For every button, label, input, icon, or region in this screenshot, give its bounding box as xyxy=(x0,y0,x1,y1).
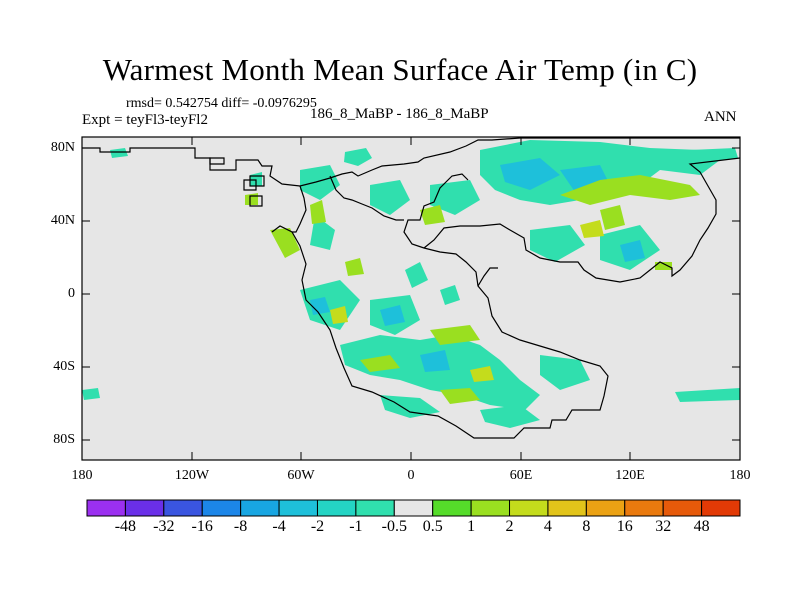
tick-marks xyxy=(82,137,740,460)
anomaly-patches-green xyxy=(245,175,700,404)
colorbar-box xyxy=(124,499,165,517)
lon-label-60w: 60W xyxy=(287,468,315,483)
patch xyxy=(270,228,300,258)
stats-text: rmsd= 0.542754 diff= -0.0976295 xyxy=(126,96,317,111)
lon-label-180e: 180 xyxy=(729,468,751,483)
patch xyxy=(580,220,604,238)
patch xyxy=(480,405,540,428)
patch xyxy=(430,180,480,215)
colorbar-box xyxy=(240,499,280,517)
patch xyxy=(440,388,480,404)
colorbar-label: -32 xyxy=(153,518,175,535)
patch xyxy=(82,388,100,400)
patch xyxy=(470,366,494,382)
lon-label-0: 0 xyxy=(407,468,415,483)
colorbar-label: -4 xyxy=(272,518,286,535)
patch xyxy=(690,148,738,162)
patch xyxy=(405,262,428,288)
patch xyxy=(310,297,330,315)
lon-label-120w: 120W xyxy=(174,468,210,483)
patch xyxy=(560,175,700,205)
lon-label-60e: 60E xyxy=(509,468,533,483)
patch xyxy=(245,193,258,205)
colorbar-label: 16 xyxy=(616,518,633,535)
lat-label-0: 0 xyxy=(68,286,75,301)
patch xyxy=(370,180,410,215)
colorbar-box xyxy=(278,499,318,517)
colorbar-box xyxy=(316,499,357,517)
colorbar-label: -8 xyxy=(233,518,248,535)
colorbar-box xyxy=(662,499,703,517)
lat-label-40s: 40S xyxy=(53,359,75,374)
colorbar xyxy=(86,499,741,517)
colorbar-box xyxy=(86,499,126,517)
lat-label-80s: 80S xyxy=(53,432,75,447)
patch xyxy=(420,350,450,372)
colorbar-label: 32 xyxy=(655,518,672,535)
coastlines xyxy=(82,137,741,439)
anomaly-patches-yellow xyxy=(330,220,604,382)
colorbar-box xyxy=(585,499,626,517)
patch xyxy=(440,285,460,305)
patch xyxy=(340,335,540,410)
patch xyxy=(675,388,740,402)
patch xyxy=(110,148,128,158)
patch xyxy=(655,262,672,270)
patch xyxy=(500,158,560,190)
patch xyxy=(530,225,585,262)
lon-label-120e: 120E xyxy=(615,468,645,483)
colorbar-label: 48 xyxy=(693,518,710,535)
patch xyxy=(380,395,440,418)
colorbar-label: 0.5 xyxy=(422,518,443,535)
colorbar-label: -2 xyxy=(310,518,325,535)
lat-label-80n: 80N xyxy=(50,140,75,155)
patch xyxy=(600,205,625,230)
patch xyxy=(310,215,335,250)
patch xyxy=(430,325,480,345)
patch xyxy=(310,200,326,224)
comparison-label: 186_8_MaBP - 186_8_MaBP xyxy=(310,106,489,122)
patch xyxy=(330,306,348,324)
colorbar-box xyxy=(624,499,664,517)
colorbar-box xyxy=(547,499,587,517)
colorbar-label: -16 xyxy=(191,518,213,535)
lon-label-180w: 180 xyxy=(71,468,93,483)
colorbar-box xyxy=(470,499,511,517)
patch xyxy=(420,205,445,225)
colorbar-label: -0.5 xyxy=(381,518,407,535)
lat-label-40n: 40N xyxy=(50,213,75,228)
season-label: ANN xyxy=(704,109,737,125)
colorbar-label: 8 xyxy=(582,518,591,535)
patch xyxy=(345,258,364,276)
colorbar-box xyxy=(201,499,242,517)
colorbar-box xyxy=(163,499,203,517)
colorbar-label: 2 xyxy=(505,518,514,535)
patch xyxy=(300,165,340,200)
colorbar-label: 4 xyxy=(543,518,552,535)
map-title: Warmest Month Mean Surface Air Temp (in … xyxy=(102,52,698,87)
colorbar-label: -48 xyxy=(114,518,137,535)
patch xyxy=(360,355,400,372)
colorbar-label: -1 xyxy=(349,518,363,535)
colorbar-label: 1 xyxy=(467,518,476,535)
patch xyxy=(380,305,405,326)
patch xyxy=(540,355,590,390)
colorbar-box xyxy=(509,499,549,517)
colorbar-box xyxy=(393,499,434,517)
colorbar-box xyxy=(701,499,741,517)
colorbar-box xyxy=(432,499,472,517)
patch xyxy=(344,148,372,166)
colorbar-box xyxy=(355,499,395,517)
patch xyxy=(620,240,645,262)
experiment-label: Expt = teyFl3-teyFl2 xyxy=(82,112,208,128)
